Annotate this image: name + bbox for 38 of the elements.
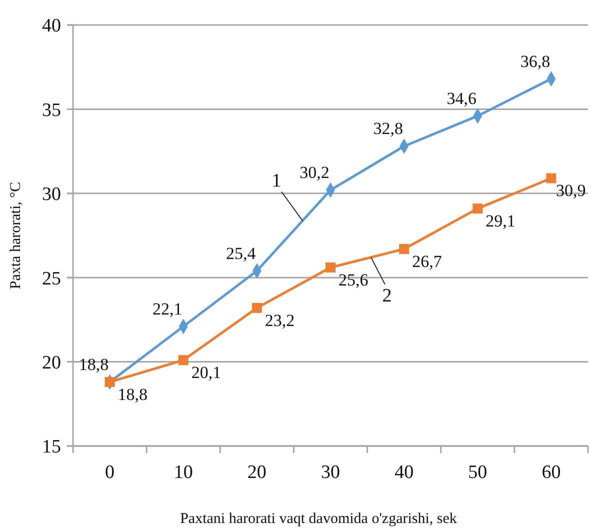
data-label: 32,8 (373, 119, 403, 138)
x-axis-title: Paxtani harorati vaqt davomida o'zgarishi, sek (180, 511, 458, 527)
data-label: 30,2 (300, 163, 330, 182)
y-tick-label: 40 (42, 16, 61, 37)
series-label: 2 (382, 285, 392, 306)
data-label: 29,1 (486, 212, 516, 231)
y-axis-title: Paxta harorati, °C (8, 182, 24, 290)
point (178, 355, 188, 366)
data-label: 18,8 (118, 385, 148, 404)
data-label: 25,4 (226, 244, 256, 263)
x-tick-label: 10 (174, 462, 193, 483)
data-label: 22,1 (152, 299, 182, 318)
point (399, 244, 410, 254)
y-tick-label: 25 (42, 268, 61, 290)
x-tick-label: 40 (394, 462, 414, 483)
point (252, 302, 262, 313)
series-label: 1 (272, 170, 282, 192)
point (326, 262, 336, 272)
x-tick-label: 0 (105, 462, 115, 483)
x-tick-label: 20 (247, 462, 266, 483)
y-tick-label: 30 (42, 184, 61, 206)
point (472, 204, 483, 214)
data-label: 18,8 (78, 355, 109, 374)
data-label: 23,2 (264, 310, 295, 330)
y-tick-label: 15 (42, 436, 61, 458)
data-label: 20,1 (191, 363, 222, 382)
x-tick-label: 30 (321, 462, 340, 483)
y-tick-label: 35 (42, 100, 61, 121)
x-tick-label: 60 (542, 462, 561, 483)
data-label: 30,9 (556, 181, 586, 200)
y-tick-label: 20 (42, 352, 61, 374)
point (546, 173, 556, 184)
data-label: 26,7 (412, 252, 442, 271)
data-label: 25,6 (338, 270, 368, 290)
x-tick-label: 50 (468, 462, 488, 483)
point (104, 377, 115, 388)
data-label: 34,6 (446, 88, 477, 108)
data-label: 36,8 (520, 52, 550, 71)
